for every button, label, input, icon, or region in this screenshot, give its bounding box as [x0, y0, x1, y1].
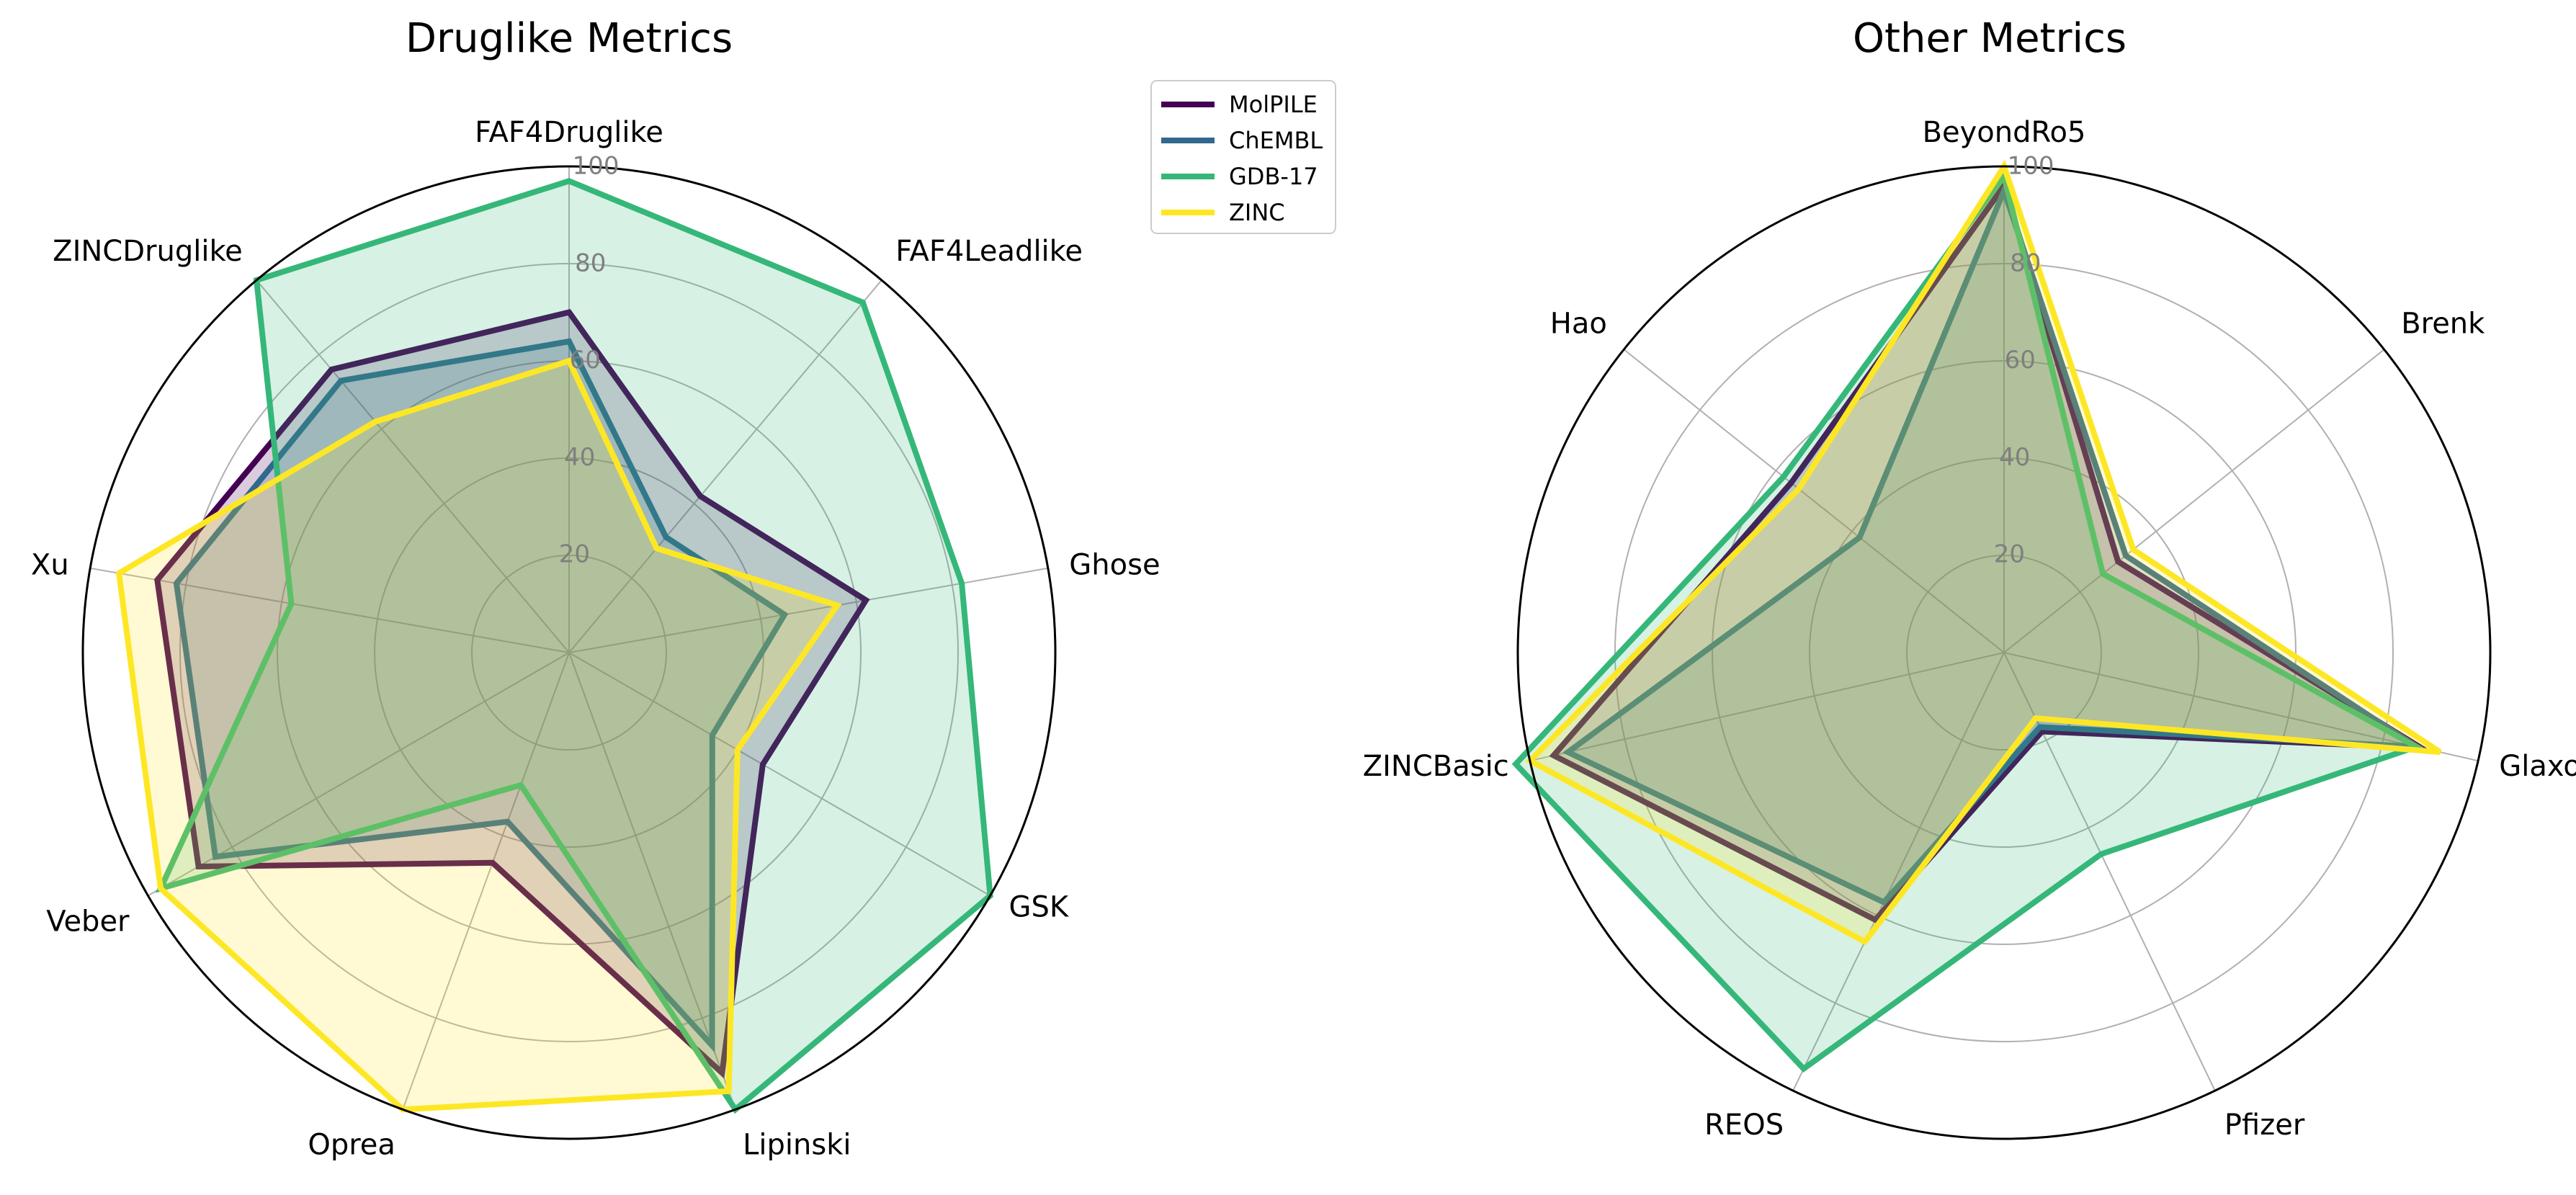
- category-label: ZINCBasic: [1363, 750, 1509, 783]
- radial-tick-label: 20: [559, 540, 590, 569]
- series-line-molpile: [154, 308, 870, 1079]
- category-label: Veber: [46, 905, 130, 939]
- series-area-gdb-17: [161, 181, 990, 1110]
- radial-tick-label: 40: [564, 443, 595, 472]
- radial-gridline: [568, 567, 1048, 653]
- category-label: FAF4Druglike: [475, 116, 663, 149]
- series-line-zinc: [1525, 159, 2442, 946]
- category-label: Pfizer: [2224, 1109, 2305, 1142]
- category-label: Brenk: [2401, 307, 2485, 340]
- radial-gridline: [568, 279, 882, 653]
- polar-frame: [1516, 165, 2492, 1140]
- category-label: Ghose: [1069, 549, 1160, 582]
- series-line-gdb-17: [155, 178, 993, 1114]
- radial-tick-label: 20: [1994, 540, 2025, 569]
- other-radar-chart: Other Metrics 20 40 60 80 100 BeyondRo5 Brenk G…: [1363, 15, 2576, 1142]
- radial-gridline: [256, 279, 570, 653]
- circular-gridline: [471, 555, 667, 751]
- circular-gridline: [179, 263, 959, 1042]
- series-area-zinc: [119, 361, 838, 1110]
- legend: MolPILE ChEMBL GDB-17 ZINC: [1150, 80, 1336, 234]
- category-label: GSK: [1009, 891, 1070, 924]
- category-label: FAF4Leadlike: [895, 235, 1083, 268]
- series-line-chembl: [173, 338, 789, 1053]
- druglike-radar-chart: Druglike Metrics 20 40 60 80 100 FAF4Druglike…: [31, 15, 1160, 1162]
- category-label: Glaxo: [2499, 750, 2576, 783]
- category-label: Lipinski: [743, 1129, 851, 1162]
- radial-gridline: [2003, 652, 2479, 762]
- radial-tick-label: 80: [2010, 249, 2041, 277]
- series-area-zinc: [1529, 166, 2441, 942]
- legend-entry-zinc: ZINC: [1229, 199, 1285, 226]
- radial-gridline: [1623, 349, 2005, 653]
- polar-frame: [81, 165, 1057, 1140]
- radial-tick-label: 100: [2008, 152, 2054, 181]
- circular-gridline: [1614, 263, 2394, 1042]
- series-area-gdb-17: [1516, 176, 2417, 1069]
- circular-gridline: [1712, 360, 2297, 945]
- radial-tick-label: 100: [573, 152, 620, 181]
- series-line-molpile: [1549, 179, 2433, 923]
- radial-gridline: [568, 652, 991, 897]
- circular-gridline: [1809, 457, 2199, 848]
- category-label: BeyondRo5: [1923, 116, 2086, 149]
- series-line-zinc: [115, 357, 842, 1113]
- radial-gridline: [402, 652, 570, 1110]
- chart-title-other: Other Metrics: [1853, 15, 2126, 62]
- legend-entry-gdb-17: GDB-17: [1229, 163, 1318, 190]
- series-area-chembl: [176, 341, 785, 1046]
- chart-title-druglike: Druglike Metrics: [406, 15, 733, 62]
- radial-tick-label: 80: [575, 249, 606, 277]
- radial-gridline: [2003, 349, 2385, 653]
- radial-gridline: [1529, 652, 2005, 762]
- series-area-chembl: [1567, 190, 2417, 903]
- category-label: Oprea: [308, 1129, 395, 1162]
- radial-tick-label: 60: [570, 346, 601, 375]
- circular-gridline: [1906, 555, 2102, 751]
- radial-gridline: [1792, 652, 2005, 1091]
- category-label: REOS: [1704, 1109, 1784, 1142]
- category-label: Xu: [31, 549, 69, 582]
- radial-tick-label: 40: [1999, 443, 2030, 472]
- category-label: ZINCDruglike: [53, 235, 243, 268]
- series-line-gdb-17: [1511, 169, 2424, 1073]
- radial-gridline: [568, 652, 736, 1110]
- legend-entry-chembl: ChEMBL: [1229, 127, 1323, 154]
- legend-entry-molpile: MolPILE: [1229, 91, 1318, 118]
- radial-tick-label: 60: [2005, 346, 2036, 375]
- series-area-molpile: [157, 312, 867, 1073]
- legend-frame: [1150, 80, 1336, 234]
- category-label: Hao: [1550, 307, 1607, 340]
- radial-gridline: [90, 567, 570, 653]
